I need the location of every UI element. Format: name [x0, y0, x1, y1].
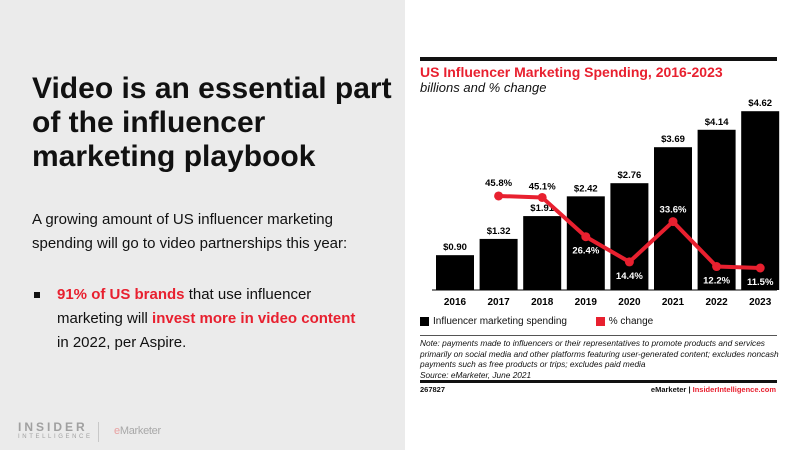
- change-point-2018: [537, 192, 547, 202]
- change-label-2021: 33.6%: [660, 205, 687, 216]
- bar-2020: [610, 183, 649, 290]
- change-point-2021: [668, 217, 678, 227]
- bar-label-2020: $2.76: [618, 170, 642, 181]
- slide-headline: Video is an essential part of the influe…: [32, 72, 392, 173]
- x-tick-2017: 2017: [487, 297, 510, 308]
- legend-label-change: % change: [608, 316, 654, 327]
- intro-text: A growing amount of US influencer market…: [32, 211, 348, 252]
- emarketer-logo: eMarketer: [114, 425, 161, 437]
- logo: INSIDER INTELLIGENCE eMarketer: [18, 420, 161, 442]
- x-tick-2019: 2019: [575, 297, 598, 308]
- change-label-2022: 12.2%: [703, 276, 730, 287]
- chart-subtitle: billions and % change: [420, 80, 547, 95]
- note-rule: [420, 335, 777, 336]
- change-label-2019: 26.4%: [572, 246, 599, 257]
- bar-label-2017: $1.32: [487, 226, 511, 237]
- footer-rule: [420, 380, 777, 383]
- legend-swatch-change: [595, 317, 605, 326]
- chart-note: Note: payments made to influencers or th…: [420, 338, 779, 380]
- x-tick-2018: 2018: [531, 297, 554, 308]
- bar-2018: [523, 216, 562, 290]
- chart-code: 267827: [420, 385, 446, 394]
- change-point-2022: [712, 262, 722, 272]
- change-label-2023: 11.5%: [747, 277, 774, 288]
- bar-label-2022: $4.14: [705, 117, 729, 128]
- bar-label-2021: $3.69: [661, 134, 685, 145]
- chart-top-rule: [420, 57, 777, 61]
- bullet-text: that use influencer marketing will: [57, 286, 312, 327]
- legend-label-spending: Influencer marketing spending: [433, 316, 567, 327]
- logo-line2: INTELLIGENCE: [18, 434, 93, 440]
- bar-label-2019: $2.42: [574, 183, 598, 194]
- highlight-video: invest more in video content: [152, 310, 356, 327]
- legend: Influencer marketing spending % change: [420, 316, 653, 327]
- bullet-text-end: in 2022, per Aspire.: [57, 334, 187, 351]
- x-tick-2023: 2023: [749, 297, 772, 308]
- change-point-2020: [624, 257, 634, 267]
- highlight-brands: 91% of US brands: [57, 286, 185, 303]
- change-point-2017: [494, 191, 504, 201]
- logo-line1: INSIDER: [18, 420, 88, 434]
- bar-label-2018: $1.91: [530, 203, 554, 214]
- chart-title: US Influencer Marketing Spending, 2016-2…: [420, 64, 723, 80]
- legend-swatch-spending: [420, 317, 429, 326]
- change-label-2018: 45.1%: [529, 181, 556, 192]
- bar-label-2016: $0.90: [443, 242, 467, 253]
- change-point-2019: [581, 232, 591, 242]
- change-label-2020: 14.4%: [616, 271, 643, 282]
- bar-2023: [741, 111, 780, 291]
- left-panel: [0, 0, 405, 450]
- x-tick-2022: 2022: [705, 297, 728, 308]
- bullet-square-icon: [34, 292, 40, 298]
- bar-label-2023: $4.62: [748, 98, 772, 109]
- change-label-2017: 45.8%: [485, 178, 512, 189]
- x-tick-2021: 2021: [662, 297, 685, 308]
- change-point-2023: [755, 263, 765, 273]
- bullet-item: 91% of US brands that use influencer mar…: [32, 283, 362, 355]
- brand-footer: eMarketer | InsiderIntelligence.com: [650, 385, 776, 394]
- x-tick-2016: 2016: [444, 297, 467, 308]
- chart-source: Source: eMarketer, June 2021: [420, 369, 532, 380]
- x-tick-2020: 2020: [618, 297, 641, 308]
- bar-2017: [479, 238, 518, 290]
- logo-divider: [98, 422, 99, 442]
- bar-2016: [436, 255, 474, 290]
